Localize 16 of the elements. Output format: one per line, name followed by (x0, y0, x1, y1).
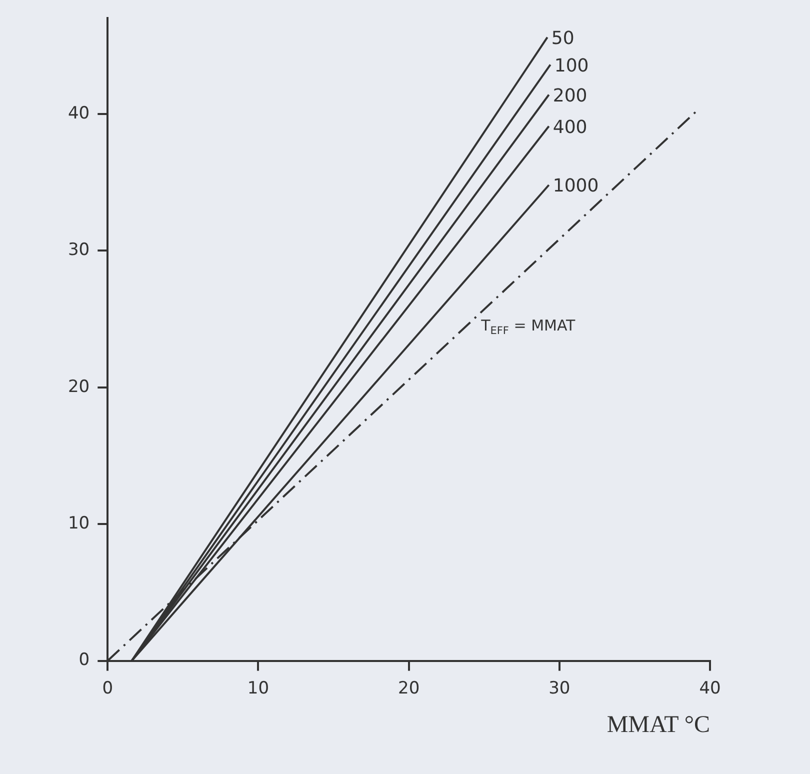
series-label: 400 (552, 116, 588, 138)
y-tick-label: 10 (68, 514, 90, 534)
x-tick-label: 40 (699, 678, 721, 698)
y-tick-label: 40 (68, 103, 90, 124)
y-tick-label: 30 (68, 240, 90, 260)
series-label: 200 (552, 85, 588, 106)
y-tick-label: 0 (78, 650, 90, 670)
series-label: 100 (554, 55, 589, 76)
x-axis-title: MMAT °C (606, 712, 710, 738)
x-tick-label: 30 (548, 678, 570, 698)
x-tick-label: 0 (102, 678, 114, 698)
series-label: 50 (551, 28, 574, 50)
y-tick-label: 20 (68, 376, 90, 397)
series-label: 1000 (552, 176, 599, 197)
x-tick-label: 10 (247, 678, 270, 698)
x-tick-label: 20 (398, 678, 420, 698)
